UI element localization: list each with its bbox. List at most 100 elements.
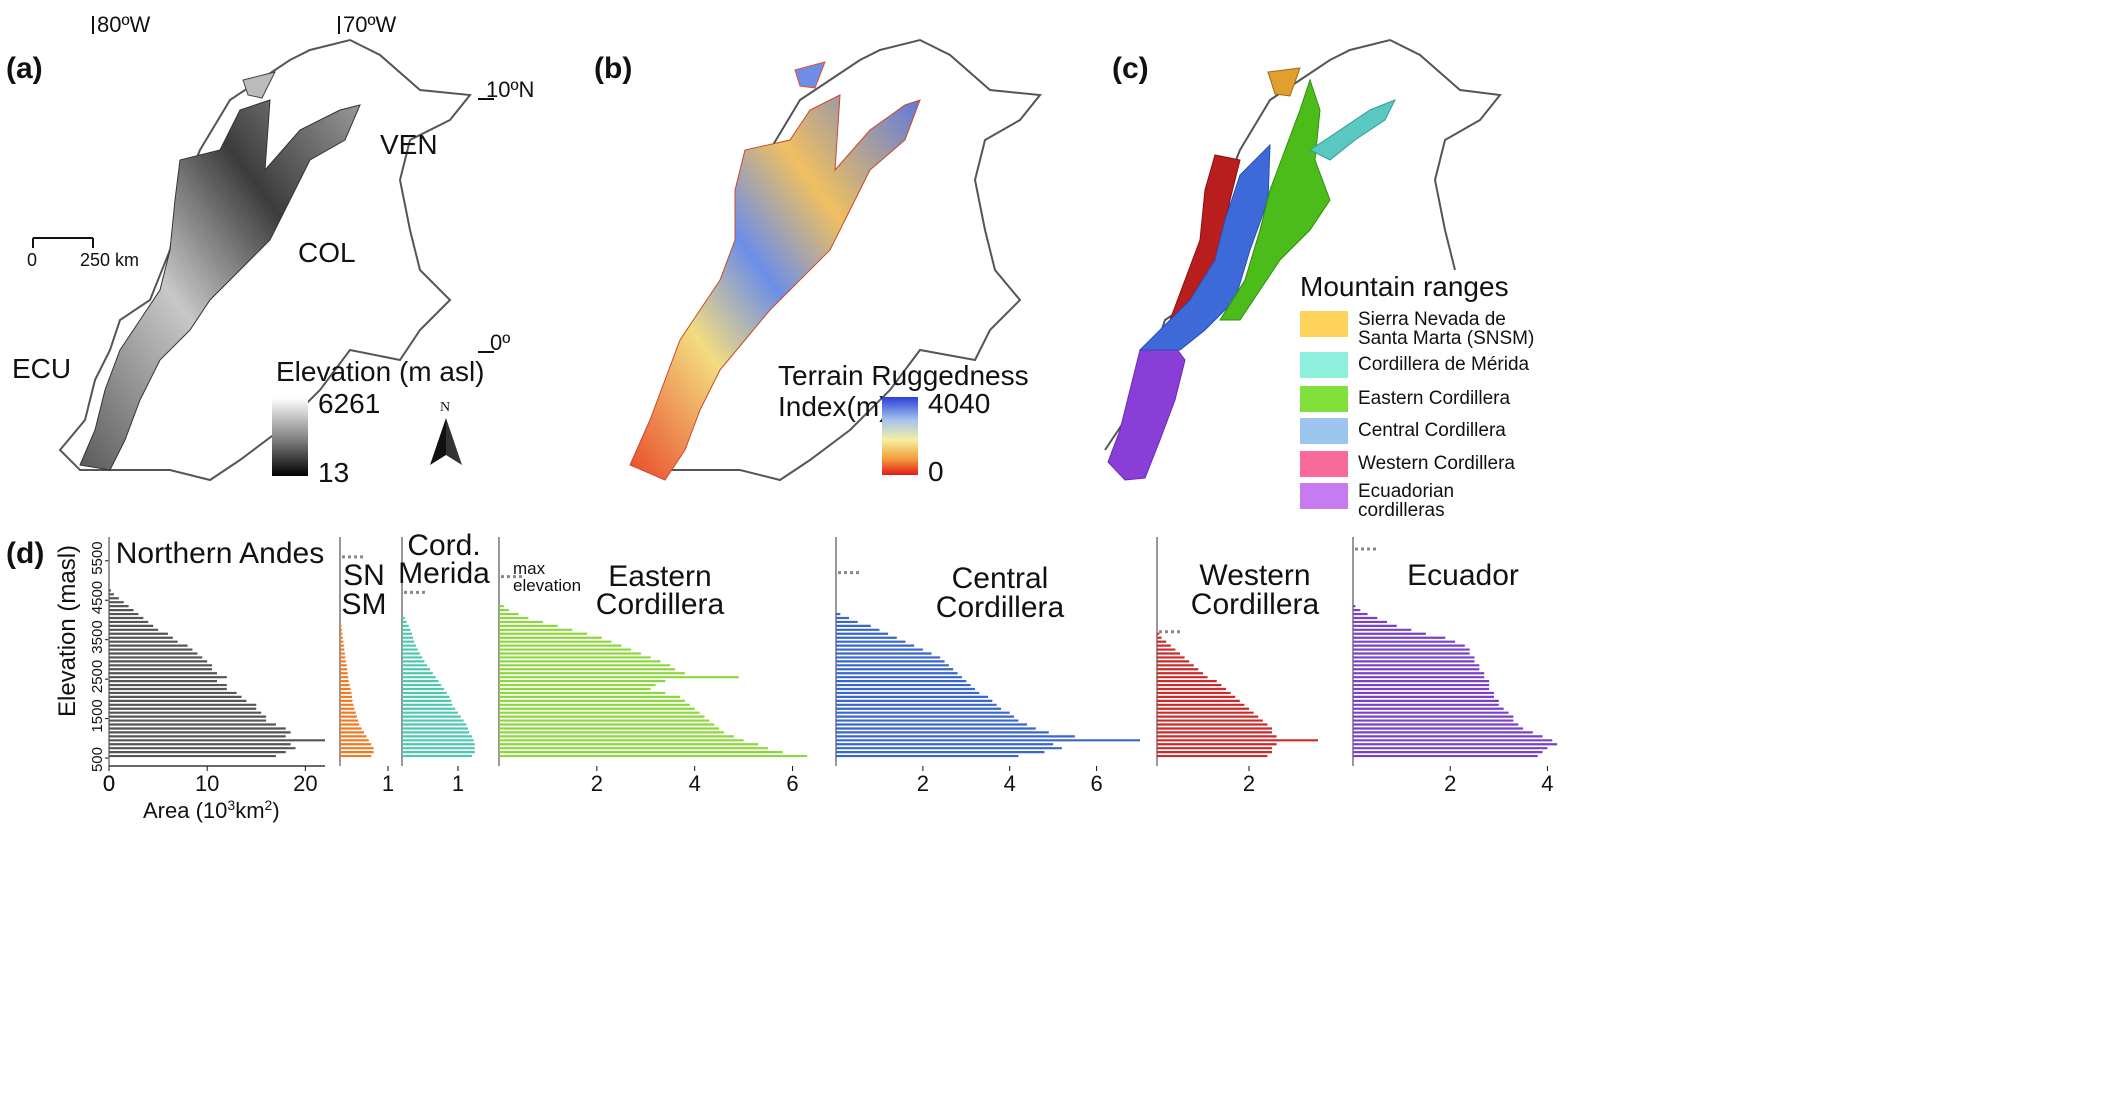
range-central [1138,143,1271,351]
x-tick-label-4-1: 4 [1004,771,1016,796]
chart-title-6-0: Ecuador [1407,559,1519,592]
scale-zero: 0 [27,250,37,270]
x-tick-label-6-1: 4 [1541,771,1553,796]
range-ecuador [1107,339,1186,481]
x-tick-label-3-2: 6 [786,771,798,796]
y-tick-label-2: 2500 [89,660,106,693]
max-elevation-note-1: elevation [513,576,581,595]
scale-end: 250 km [80,250,139,270]
chart-title-1-1: SM [342,588,387,621]
x-tick-label-0-2: 20 [293,771,317,796]
y-axis-label: Elevation (masl) [54,545,81,717]
chart-title-0-0: Northern Andes [116,537,324,570]
country-label-col: COL [298,237,356,268]
legend-title: Mountain ranges [1300,271,1509,302]
svg-text:N: N [440,400,450,415]
legend-swatch-4 [1300,451,1348,477]
panel-label-a: (a) [6,52,43,85]
colorbar-title-elevation: Elevation (m asl) [276,356,485,387]
colorbar-title-tri-1: Terrain Ruggedness [778,360,1029,391]
chart-2: 1 Cord.Merida [398,529,490,796]
range-merida [1309,99,1397,161]
legend-label-5-0: Ecuadorian [1358,481,1454,502]
legend-label-3-0: Central Cordillera [1358,420,1506,441]
chart-title-2-0: Cord. [407,529,480,562]
chart-6: 2 4 Ecuador [1352,537,1558,796]
y-tick-label-4: 4500 [89,581,106,614]
chart-title-4-1: Cordillera [936,591,1065,624]
panel-d: (d) Elevation (masl) Area (103km2) 50015… [6,529,1558,823]
bar-charts: 500 1500 2500 3500 4500 5500 0 10 20 Northern And… [89,529,1558,796]
chart-1: 1 SNSM [339,537,394,796]
colorbar-ruggedness [882,397,918,475]
range-snsm [1267,67,1301,97]
legend-label-5-1: cordilleras [1358,500,1445,521]
chart-title-4-0: Central [952,562,1049,595]
legend-swatch-1 [1300,352,1348,378]
x-tick-label-0-0: 0 [103,771,115,796]
lon-label-70w: 70ºW [343,12,397,37]
colorbar-elevation [272,398,308,476]
legend-swatch-2 [1300,386,1348,412]
legend-swatch-5 [1300,483,1348,509]
scale-bar: 0 250 km [27,237,139,270]
coastline-outline [58,38,472,482]
x-tick-label-6-0: 2 [1444,771,1456,796]
x-tick-label-3-1: 4 [689,771,701,796]
lat-label-0: 0º [490,330,510,355]
country-label-ecu: ECU [12,353,71,384]
panel-label-c: (c) [1112,52,1149,85]
chart-title-3-1: Cordillera [596,588,725,621]
x-tick-label-4-2: 6 [1090,771,1102,796]
north-arrow-icon: N [430,400,462,465]
legend-label-0-0: Sierra Nevada de [1358,309,1506,330]
range-eastern [1219,78,1331,321]
colorbar-elevation-min: 13 [318,457,349,488]
lon-label-80w: 80ºW [97,12,151,37]
colorbar-title-tri-2: Index(m) [778,391,888,422]
panel-c: (c) Mountain ranges Sierra Nevada deSant… [1104,38,1534,521]
snsm-ruggedness [794,61,826,89]
panel-label-d: (d) [6,537,44,570]
x-tick-label-0-1: 10 [195,771,219,796]
x-tick-label-5-0: 2 [1243,771,1255,796]
max-elevation-note-0: max [513,559,546,578]
colorbar-tri-max: 4040 [928,388,990,419]
x-tick-label-2-0: 1 [452,771,464,796]
chart-title-5-1: Cordillera [1191,588,1320,621]
country-label-ven: VEN [380,129,438,160]
x-tick-label-1-0: 1 [382,771,394,796]
chart-title-3-0: Eastern [608,560,711,593]
x-axis-label: Area (103km2) [143,797,280,823]
y-tick-label-1: 1500 [89,699,106,732]
y-tick-label-0: 500 [89,747,106,772]
panel-label-b: (b) [594,52,632,85]
lat-label-10n: 10ºN [486,77,534,102]
x-tick-label-4-0: 2 [917,771,929,796]
chart-title-1-0: SN [343,559,385,592]
ruggedness-relief [629,94,921,481]
y-tick-label-3: 3500 [89,620,106,653]
x-tick-label-3-0: 2 [591,771,603,796]
snsm-relief [242,71,276,99]
colorbar-elevation-max: 6261 [318,388,380,419]
chart-0: 0 10 20 Northern Andes [103,537,325,796]
x-tick-zero: 0 [103,771,115,796]
chart-title-5-0: Western [1199,559,1310,592]
panel-b: (b) Terrain Ruggedness Index(m) 4040 0 [594,38,1042,487]
chart-title-2-1: Merida [398,557,490,590]
legend-label-0-1: Santa Marta (SNSM) [1358,328,1534,349]
y-tick-label-5: 5500 [89,541,106,574]
legend-label-1-0: Cordillera de Mérida [1358,354,1530,375]
legend-swatch-3 [1300,418,1348,444]
panel-a: (a) 80ºW 70ºW 10ºN 0º VEN COL ECU 0 250 … [6,12,534,488]
legend-label-4-0: Western Cordillera [1358,453,1515,474]
elevation-relief [79,99,361,471]
legend-label-2-0: Eastern Cordillera [1358,388,1510,409]
legend-swatch-0 [1300,311,1348,337]
